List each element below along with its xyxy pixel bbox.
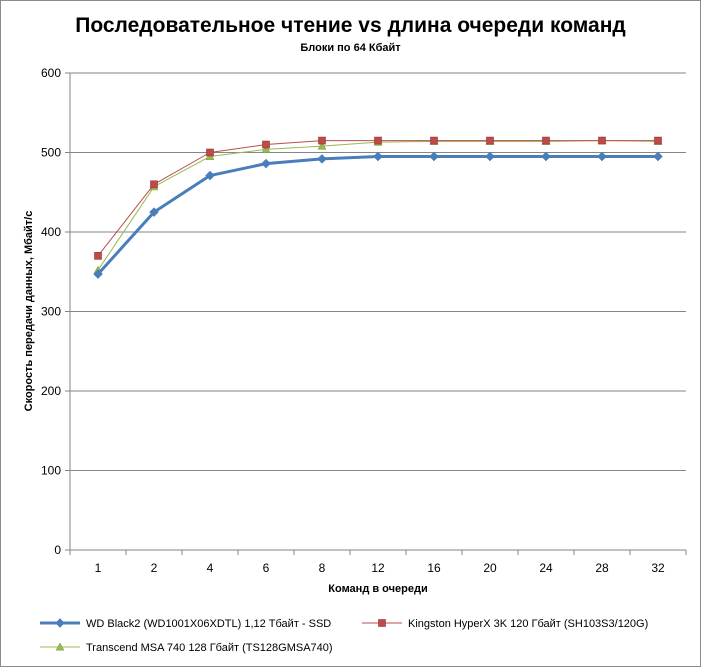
data-point <box>55 618 65 628</box>
data-point <box>486 136 494 145</box>
legend-label: WD Black2 (WD1001X06XDTL) 1,12 Тбайт - S… <box>86 618 331 630</box>
data-point <box>374 136 382 145</box>
y-tick-label: 0 <box>54 543 61 557</box>
x-tick-label: 24 <box>539 561 553 575</box>
legend: WD Black2 (WD1001X06XDTL) 1,12 Тбайт - S… <box>40 618 648 654</box>
data-point <box>598 136 606 145</box>
data-point <box>597 151 607 162</box>
y-tick-labels: 0 100 200 300 400 500 600 <box>41 66 61 557</box>
data-point <box>430 136 438 145</box>
x-tick-label: 2 <box>151 561 158 575</box>
legend-item-3: Transcend MSA 740 128 Гбайт (TS128GMSA74… <box>40 642 333 654</box>
x-axis-title: Команд в очереди <box>328 583 427 595</box>
data-point <box>317 154 327 164</box>
y-tick-label: 600 <box>41 66 61 80</box>
data-point <box>55 642 65 651</box>
y-tick-label: 200 <box>41 384 61 398</box>
y-tick-label: 300 <box>41 305 61 319</box>
data-point <box>205 170 215 181</box>
axes <box>65 72 687 555</box>
y-tick-label: 400 <box>41 225 61 239</box>
data-point <box>373 151 383 162</box>
data-point <box>542 136 550 145</box>
x-tick-label: 6 <box>263 561 270 575</box>
x-tick-label: 28 <box>595 561 609 575</box>
series-1 <box>93 151 663 279</box>
chart-subtitle: Блоки по 64 Кбайт <box>300 42 401 54</box>
chart-title: Последовательное чтение vs длина очереди… <box>75 14 626 37</box>
legend-item-2: Kingston HyperX 3K 120 Гбайт (SH103S3/12… <box>362 618 648 630</box>
data-point <box>318 136 326 145</box>
x-tick-label: 8 <box>319 561 326 575</box>
data-point <box>206 148 214 157</box>
data-point <box>654 136 662 145</box>
x-tick-label: 1 <box>95 561 102 575</box>
data-point <box>149 207 159 217</box>
legend-label: Kingston HyperX 3K 120 Гбайт (SH103S3/12… <box>408 618 648 630</box>
x-tick-label: 32 <box>651 561 665 575</box>
y-tick-label: 500 <box>41 146 61 160</box>
legend-item-1: WD Black2 (WD1001X06XDTL) 1,12 Тбайт - S… <box>40 618 331 630</box>
data-point <box>378 619 386 627</box>
data-point <box>93 269 103 279</box>
data-point <box>261 144 271 153</box>
y-axis-title: Скорость передачи данных, Мбайт/с <box>23 211 35 412</box>
data-point <box>429 151 439 162</box>
data-point <box>485 151 495 162</box>
x-tick-label: 20 <box>483 561 497 575</box>
data-point <box>262 140 270 149</box>
series-2 <box>94 136 662 260</box>
legend-label: Transcend MSA 740 128 Гбайт (TS128GMSA74… <box>86 642 333 654</box>
series-line <box>96 154 658 276</box>
gridlines <box>70 72 686 471</box>
data-point <box>94 252 102 260</box>
y-tick-label: 100 <box>41 464 61 478</box>
data-point <box>541 151 551 162</box>
data-point <box>261 158 271 169</box>
x-tick-label: 4 <box>207 561 214 575</box>
data-point <box>317 141 327 150</box>
data-point <box>653 151 663 162</box>
data-point <box>150 180 158 189</box>
x-tick-label: 12 <box>371 561 385 575</box>
x-tick-labels: 1 2 4 6 8 12 16 20 24 28 32 <box>95 561 665 575</box>
series-layer <box>93 136 663 279</box>
x-tick-label: 16 <box>427 561 441 575</box>
